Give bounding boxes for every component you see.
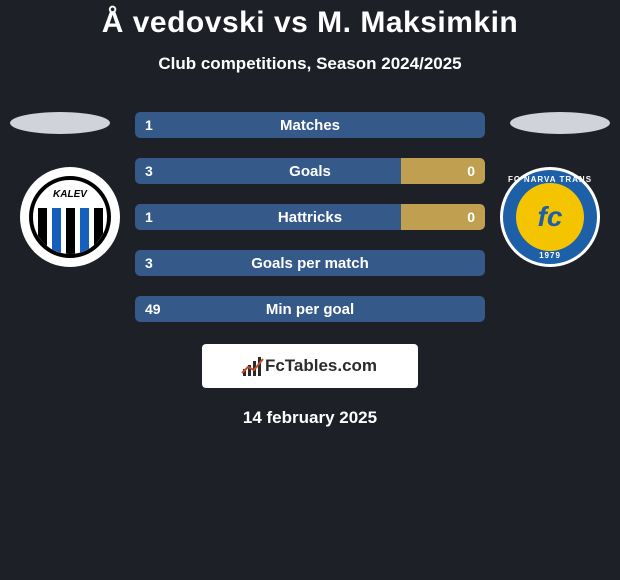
subtitle: Club competitions, Season 2024/2025 [0,54,620,74]
stat-bar: 10Hattricks [135,204,485,230]
watermark: FcTables.com [202,344,418,388]
watermark-text: FcTables.com [265,356,377,376]
chart-icon [243,356,261,376]
kalev-stripes-icon [33,208,107,258]
page-title: Å vedovski vs M. Maksimkin [0,0,620,40]
club-badge-left: KALEV [20,167,120,267]
narva-year: 1979 [539,251,561,260]
narva-center-text: fc [538,203,563,231]
stat-bar: 49Min per goal [135,296,485,322]
kalev-logo: KALEV [29,176,111,258]
narva-logo: FC NARVA TRANS fc 1979 [500,167,600,267]
stat-label: Goals [135,163,485,180]
stat-label: Goals per match [135,255,485,272]
stat-label: Min per goal [135,301,485,318]
club-badge-right: FC NARVA TRANS fc 1979 [500,167,600,267]
ellipse-left [10,112,110,134]
stat-label: Matches [135,117,485,134]
stat-bar: 3Goals per match [135,250,485,276]
narva-top-text: FC NARVA TRANS [508,175,592,184]
stat-label: Hattricks [135,209,485,226]
stat-bars: 1Matches 30Goals 10Hattricks 3Goals per mat… [135,112,485,322]
comparison-panel: KALEV FC NARVA TRANS fc 1979 1Matches 30G… [0,112,620,322]
ellipse-right [510,112,610,134]
stat-bar: 30Goals [135,158,485,184]
date-text: 14 february 2025 [0,408,620,428]
trend-line-icon [241,356,265,376]
kalev-label: KALEV [53,189,87,200]
stat-bar: 1Matches [135,112,485,138]
